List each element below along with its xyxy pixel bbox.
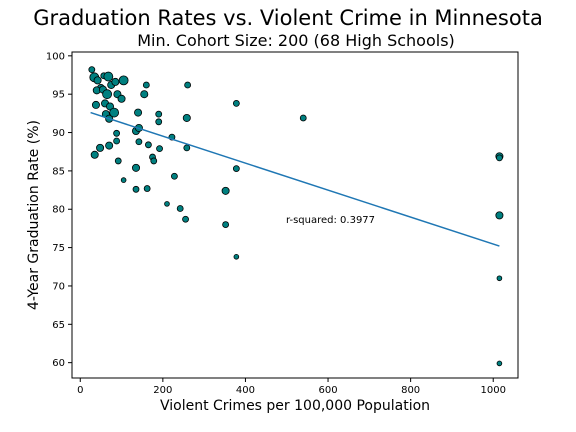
data-point [150,157,158,165]
regression-line [90,111,500,247]
data-point [233,254,240,260]
data-point [171,172,178,180]
data-point [495,211,504,220]
data-point [184,81,192,89]
data-point [93,76,102,85]
data-point [135,138,143,146]
chart-subtitle: Min. Cohort Size: 200 (68 High Schools) [137,31,455,50]
data-point [155,118,163,126]
x-axis-label: Violent Crimes per 100,000 Population [160,398,430,414]
data-point [144,141,152,149]
y-tick-label: 85 [52,166,65,177]
x-tick-label: 200 [153,385,172,396]
y-axis-label: 4-Year Graduation Rate (%) [26,120,42,310]
y-tick-label: 100 [46,51,65,62]
data-point [91,100,100,109]
data-point [222,221,230,228]
data-point [142,81,150,89]
data-point [96,143,105,152]
data-point [90,150,99,159]
y-tick-label: 80 [52,205,65,216]
data-point [111,77,120,86]
data-point [155,110,163,118]
x-tick-label: 0 [77,385,83,396]
data-point [176,205,184,212]
y-tick-label: 95 [52,90,65,101]
data-point [164,201,170,207]
data-point [105,141,114,150]
data-point [182,215,189,223]
data-point [113,137,120,145]
data-point [182,113,191,122]
data-point [132,185,140,193]
x-tick-label: 400 [236,385,255,396]
y-tick-label: 65 [52,320,65,331]
y-tick-label: 90 [52,128,65,139]
data-point [109,107,120,118]
data-point [103,71,114,82]
data-point [120,177,127,183]
data-point [140,90,149,99]
y-tick-label: 60 [52,358,65,369]
data-point [496,360,503,367]
x-tick-label: 600 [318,385,337,396]
data-point [117,94,126,103]
y-tick-label: 70 [52,281,65,292]
plot-frame [71,51,519,379]
data-point [496,275,503,282]
data-point [299,114,307,122]
data-point [221,186,230,195]
data-point [232,165,240,172]
r-squared-annotation: r-squared: 0.3977 [286,215,375,226]
data-point [232,99,240,107]
x-tick-label: 1000 [480,385,505,396]
data-point [102,89,113,100]
data-point [114,157,122,165]
data-point [156,145,163,153]
data-point [143,185,151,192]
data-point [134,108,143,117]
data-point [118,75,129,86]
data-point [183,144,191,152]
data-point [88,66,96,74]
data-point [132,163,141,172]
y-tick-label: 75 [52,243,65,254]
data-point [496,154,503,162]
plot-area: 0 200 400 600 800 1000 60 65 70 75 80 85 90 95 100 [46,51,506,396]
x-tick-label: 800 [401,385,420,396]
data-point [113,129,120,137]
chart-title: Graduation Rates vs. Violent Crime in Mi… [33,6,543,30]
